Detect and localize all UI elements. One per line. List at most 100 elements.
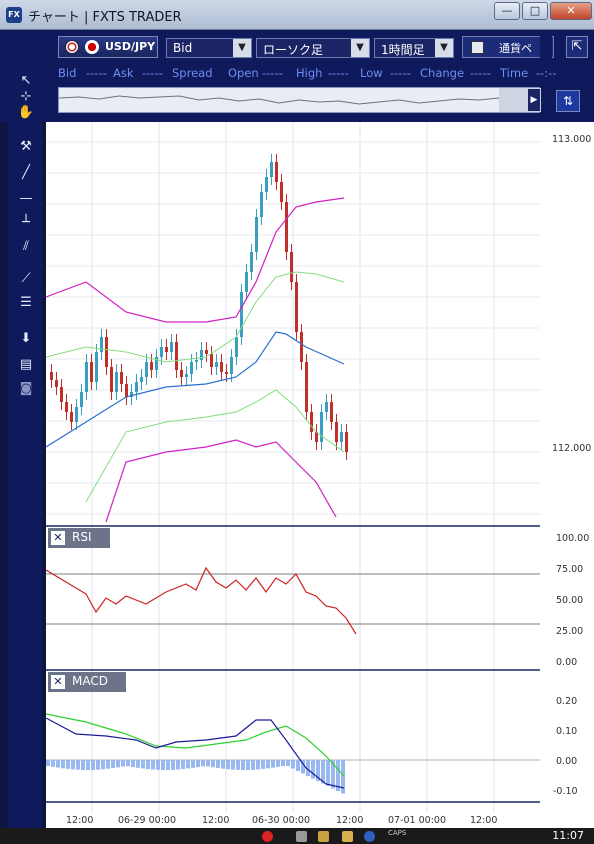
moving-average-line [46,331,345,448]
macd-histogram-bar [191,760,195,768]
candle-body [335,422,338,442]
candle-body [60,387,63,402]
rsi-tick: 0.00 [556,657,578,668]
lower-band-line [105,439,337,523]
candle-body [105,337,108,367]
candle-body [250,252,253,272]
folder-icon[interactable] [318,831,329,842]
macd-histogram-bar [311,760,315,779]
close-pane-icon[interactable]: ✕ [51,531,65,545]
currency-pair-selector[interactable]: USD/JPY [58,36,158,58]
candle-body [270,162,273,177]
overview-navigator[interactable] [58,87,541,113]
lower-envelope-line [85,389,345,503]
price-tick: 113.000 [552,134,592,145]
maximize-button[interactable]: □ [522,2,548,20]
parallel-lines-tool-icon[interactable]: ⫽ [23,239,29,254]
crosshair-tool-icon[interactable]: ⊹ [20,89,32,104]
tray-app-icon[interactable] [296,831,307,842]
macd-histogram-bar [96,760,100,770]
timeframe-dropdown[interactable]: 1時間足 ▼ [374,38,454,58]
camera-tool-icon[interactable]: ◙ [19,381,33,396]
time-tick: 12:00 [336,815,364,826]
navigator-expand-button[interactable]: ⇅ [556,90,580,112]
macd-histogram-bar [166,760,170,770]
macd-histogram-bar [221,760,225,769]
macd-histogram-bar [281,760,285,767]
candle-body [80,392,83,407]
close-button[interactable]: ✕ [550,2,592,20]
time-value: --:-- [536,66,557,80]
price-axis [540,122,594,828]
macd-histogram-bar [86,760,90,770]
bid-label: Bid [58,66,77,80]
vertical-line-tool-icon[interactable]: ┴ [22,215,30,230]
rsi-line [46,566,357,635]
navigator-scroll-right-icon[interactable]: ▶ [528,89,540,111]
help-icon[interactable] [364,831,375,842]
candle-body [340,432,343,442]
macd-histogram-bar [121,760,125,767]
candle-body [115,372,118,392]
time-tick: 12:00 [66,815,94,826]
macd-histogram-bar [111,760,115,769]
candle-body [95,352,98,382]
currency-pair-toggle-label: 通貨ペ [499,42,532,55]
currency-pair-checkbox[interactable] [471,41,484,54]
minimize-button[interactable]: — [494,2,520,20]
drawing-tools-panel: ↖ ⊹ ✋ ⚒ ╱ — ┴ ⫽ ⟋ ☰ ⬇ ▤ ◙ [8,30,42,830]
macd-histogram-bar [271,760,275,768]
fan-tool-icon[interactable]: ⟋ [21,271,31,286]
download-tool-icon[interactable]: ⬇ [20,331,32,346]
close-pane-icon[interactable]: ✕ [51,675,65,689]
macd-histogram-bar [291,760,295,769]
rsi-tick: 75.00 [556,564,584,575]
macd-histogram-bar [216,760,220,768]
cursor-tool-icon[interactable]: ↖ [20,73,32,88]
currency-pair-toggle[interactable]: 通貨ペ [462,36,554,58]
rsi-tick: 100.00 [556,533,590,544]
macd-histogram-bar [236,760,240,770]
taskbar: CAPS 11:07 [0,828,594,844]
overview-sparkline [59,95,539,105]
collapse-icon: ⇱ [571,39,583,54]
macd-histogram-bar [201,760,205,767]
price-type-dropdown[interactable]: Bid ▼ [166,38,252,58]
collapse-button[interactable]: ⇱ [566,36,588,58]
candle-body [345,432,348,452]
macd-histogram-bar [256,760,260,770]
macd-histogram-bar [51,760,55,767]
macd-line [46,717,345,789]
macd-tick: 0.00 [556,756,578,767]
change-label: Change [420,66,465,80]
record-icon[interactable] [262,831,273,842]
candle-body [195,360,198,362]
chart-svg [46,122,540,812]
chart-type-dropdown[interactable]: ローソク足 ▼ [256,38,370,58]
candle-body [255,217,258,252]
macd-tick: -0.10 [553,786,578,797]
fibonacci-tool-icon[interactable]: ☰ [20,295,32,310]
horizontal-line-tool-icon[interactable]: — [19,191,33,206]
chart-canvas[interactable] [46,122,540,828]
macd-histogram-bar [211,760,215,768]
candle-body [275,162,278,182]
candle-body [100,337,103,352]
macd-histogram-bar [61,760,65,769]
list-tool-icon[interactable]: ▤ [19,357,33,372]
candle-body [315,432,318,442]
title-bar: FX チャート | FXTS TRADER — □ ✕ [0,0,594,30]
chevron-down-icon: ▼ [351,39,369,57]
candle-body [200,350,203,360]
chevron-down-icon: ▼ [435,39,453,57]
trendline-tool-icon[interactable]: ╱ [22,165,30,180]
folder-icon[interactable] [342,831,353,842]
candle-body [50,372,53,380]
candle-body [140,377,143,382]
hand-tool-icon[interactable]: ✋ [17,105,35,120]
candle-body [235,337,238,357]
macd-histogram-bar [116,760,120,768]
hammer-tool-icon[interactable]: ⚒ [20,139,32,154]
candle-body [325,402,328,412]
macd-histogram-bar [316,760,320,781]
